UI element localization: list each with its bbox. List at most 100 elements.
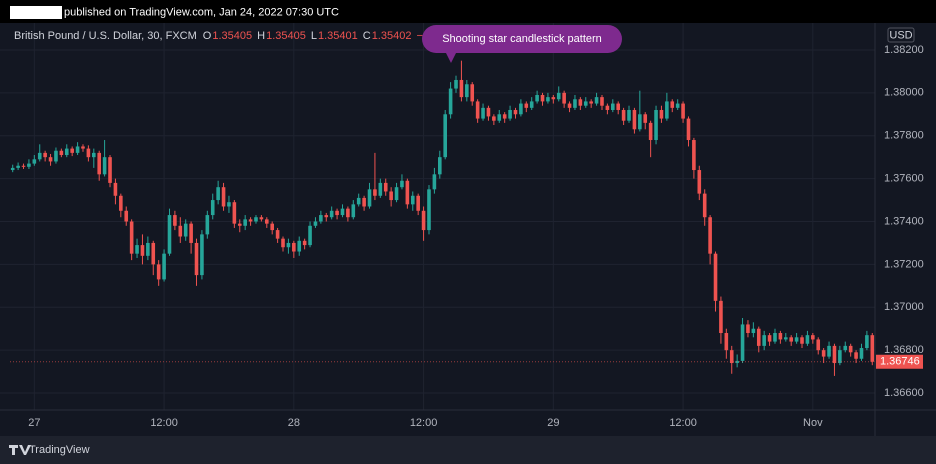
candle-body <box>665 101 669 119</box>
y-tick-label: 1.38000 <box>884 87 924 99</box>
candle-body <box>237 223 242 226</box>
candle-body <box>346 208 350 218</box>
candle-body <box>670 101 675 108</box>
legend-text: C <box>363 30 371 42</box>
candle-body <box>205 215 210 235</box>
candle-body <box>351 204 356 218</box>
candle-body <box>481 107 485 119</box>
candle-body <box>708 217 712 254</box>
candle-body <box>167 215 172 254</box>
candle-body <box>578 99 583 106</box>
candle-body <box>373 189 377 196</box>
y-tick-label: 1.37000 <box>884 301 924 313</box>
candle-body <box>129 221 134 254</box>
candle-body <box>865 335 869 349</box>
candle-body <box>567 103 572 108</box>
candle-body <box>843 345 848 351</box>
y-tick-label: 1.37400 <box>884 215 924 227</box>
candle-body <box>638 114 642 130</box>
candle-body <box>113 182 118 196</box>
candle-body <box>627 109 631 121</box>
candle-body <box>648 122 653 141</box>
legend-text: H <box>257 30 265 42</box>
candle-body <box>37 152 42 160</box>
candle-body <box>583 101 588 106</box>
candle-body <box>605 105 610 110</box>
candle-body <box>811 335 815 340</box>
candle-body <box>767 335 772 342</box>
x-tick-label: 27 <box>28 417 40 429</box>
candle-body <box>124 210 129 222</box>
last-price-label: 1.36746 <box>880 356 920 368</box>
candle-body <box>32 159 37 164</box>
candle-body <box>362 197 366 207</box>
candle-body <box>562 92 566 104</box>
candle-body <box>81 146 85 149</box>
last-price-box <box>876 354 923 369</box>
candle-body <box>502 114 507 119</box>
candle-body <box>610 103 615 110</box>
candle-body <box>524 103 529 108</box>
candle-body <box>778 333 783 340</box>
candle-body <box>281 238 285 248</box>
candle-body <box>735 360 739 364</box>
candle-body <box>454 79 458 89</box>
candle-body <box>200 234 204 276</box>
candle-body <box>48 157 53 162</box>
candle-body <box>91 152 96 158</box>
candle-body <box>383 182 388 192</box>
candle-body <box>756 328 761 346</box>
candle-body <box>692 140 696 171</box>
candle-body <box>427 189 431 231</box>
legend-text: O <box>203 30 212 42</box>
candle-body <box>302 240 307 246</box>
legend-text: British Pound / U.S. Dollar, 30, FXCM <box>14 30 197 42</box>
candle-body <box>686 118 691 141</box>
candle-body <box>632 109 637 130</box>
candle-body <box>75 146 80 153</box>
candle-body <box>378 182 383 196</box>
candle-body <box>437 157 442 175</box>
x-tick-label: 29 <box>547 417 559 429</box>
candle-body <box>724 333 729 351</box>
candle-body <box>805 335 810 344</box>
candle-body <box>308 225 312 246</box>
candle-body <box>221 187 226 207</box>
candle-body <box>394 187 399 201</box>
candle-body <box>27 163 31 167</box>
candle-body <box>16 165 20 168</box>
y-tick-label: 1.37600 <box>884 173 924 185</box>
candle-body <box>702 193 707 218</box>
candle-body <box>551 97 556 100</box>
candle-body <box>389 191 393 201</box>
legend-text: 1.35405 <box>212 30 252 42</box>
candle-body <box>713 253 718 301</box>
y-tick-label: 1.38200 <box>884 44 924 56</box>
candle-body <box>97 152 102 175</box>
candle-body <box>546 97 550 102</box>
candle-body <box>59 150 64 156</box>
candle-body <box>216 187 220 201</box>
candle-body <box>832 345 837 364</box>
candle-body <box>816 339 821 351</box>
candle-body <box>335 210 339 216</box>
candle-body <box>827 345 831 357</box>
candle-body <box>773 333 777 342</box>
candle-body <box>486 107 491 117</box>
x-tick-label: 12:00 <box>410 417 438 429</box>
candle-body <box>762 335 766 346</box>
candle-body <box>508 109 512 119</box>
candle-body <box>848 345 853 353</box>
y-tick-label: 1.37800 <box>884 130 924 142</box>
legend-text: 1.35402 <box>372 30 412 42</box>
candle-body <box>870 335 875 362</box>
candle-body <box>151 242 156 265</box>
candle-body <box>173 215 177 226</box>
candle-body <box>319 215 323 222</box>
currency-box <box>887 27 915 43</box>
candle-body <box>194 242 199 276</box>
candle-body <box>259 217 264 220</box>
candle-body <box>535 94 539 102</box>
